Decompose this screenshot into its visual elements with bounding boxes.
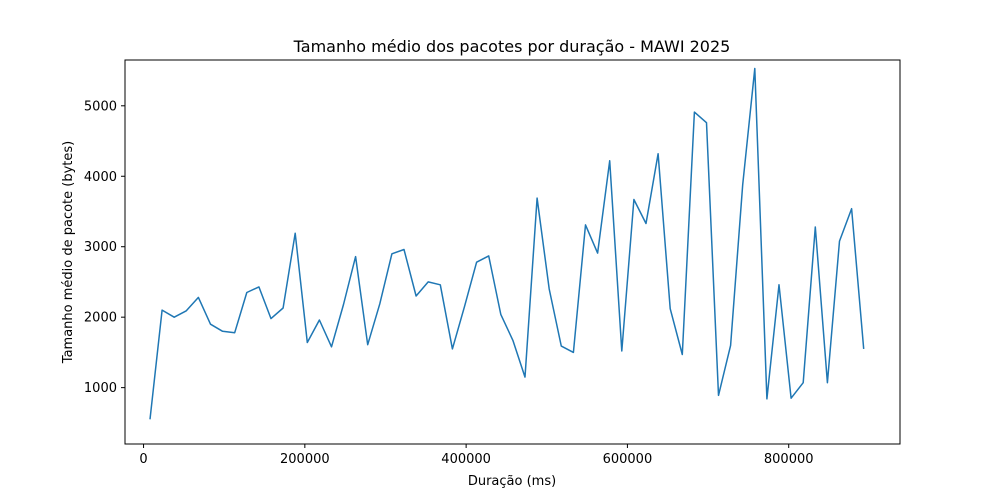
y-tick-label: 3000	[84, 240, 117, 255]
chart-title: Tamanho médio dos pacotes por duração - …	[293, 37, 731, 56]
x-tick-label: 800000	[764, 452, 814, 467]
y-tick-label: 1000	[84, 381, 117, 396]
x-axis: 0 200000 400000 600000 800000	[139, 444, 814, 467]
y-axis: 1000 2000 3000 4000 5000	[84, 99, 125, 396]
plot-frame	[124, 59, 901, 445]
x-tick-label: 600000	[603, 452, 653, 467]
y-tick-label: 5000	[84, 99, 117, 114]
series-line	[149, 67, 865, 420]
x-tick-label: 200000	[280, 452, 330, 467]
x-tick-label: 400000	[441, 452, 491, 467]
x-tick-label: 0	[139, 452, 147, 467]
y-axis-label: Tamanho médio de pacote (bytes)	[61, 141, 76, 364]
x-axis-label: Duração (ms)	[468, 474, 556, 489]
y-tick-label: 2000	[84, 311, 117, 326]
y-tick-label: 4000	[84, 170, 117, 185]
